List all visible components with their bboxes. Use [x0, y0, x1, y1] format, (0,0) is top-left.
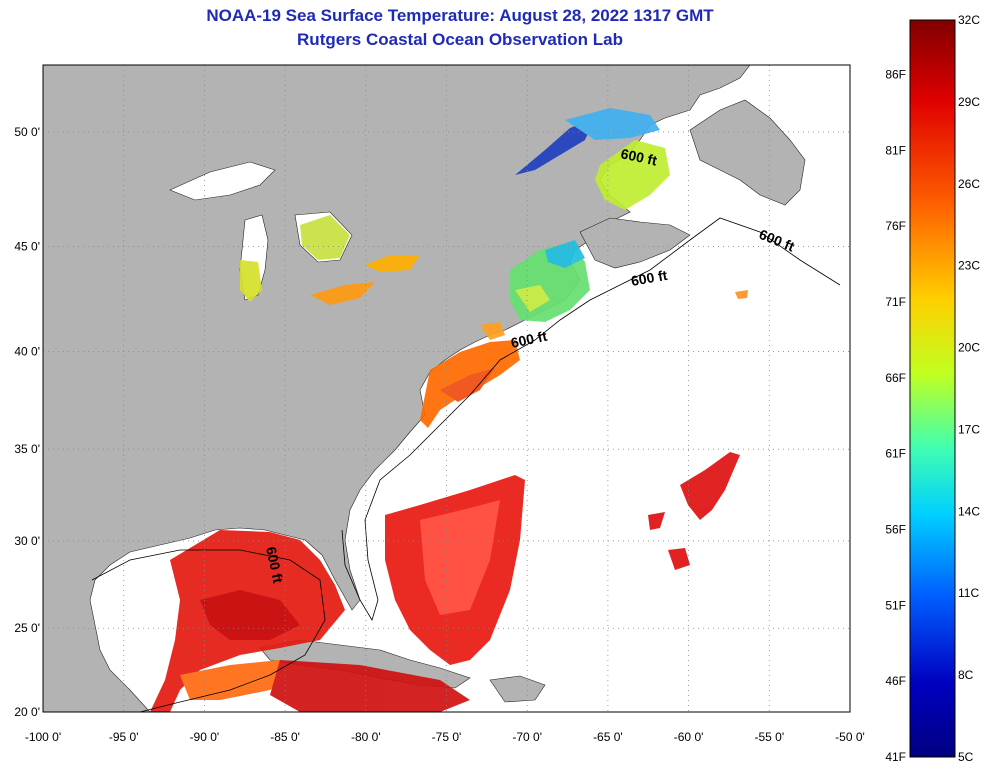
longitude-label: -60 0' — [674, 730, 704, 744]
sst-field-great-lakes — [240, 215, 420, 305]
lake-superior — [169, 161, 276, 201]
latitude-label: 30 0' — [14, 534, 40, 548]
colorbar-fahrenheit-label: 51F — [885, 598, 906, 612]
colorbar-celsius-label: 11C — [958, 586, 979, 600]
sst-field-gulf-of-mexico — [150, 530, 470, 712]
latitude-label: 45 0' — [14, 240, 40, 254]
sst-field-gulf-of-st-lawrence — [515, 108, 670, 210]
colorbar-fahrenheit-label: 66F — [885, 371, 906, 385]
colorbar-celsius-label: 29C — [958, 95, 980, 109]
colorbar-fahrenheit-label: 76F — [885, 219, 906, 233]
colorbar-fahrenheit-label: 56F — [885, 523, 906, 537]
longitude-label: -95 0' — [109, 730, 139, 744]
contour-label: 600 ft — [263, 545, 286, 584]
sst-field-mid-atlantic — [420, 322, 520, 428]
latitude-label: 20 0' — [14, 705, 40, 719]
longitude-label: -75 0' — [432, 730, 462, 744]
colorbar-celsius-labels: 32C 29C 26C 23C 20C 17C 14C 11C 8C 5C — [958, 13, 980, 764]
colorbar-fahrenheit-label: 86F — [885, 68, 906, 82]
longitude-labels: -100 0' -95 0' -90 0' -85 0' -80 0' -75 0' -70… — [25, 730, 865, 744]
longitude-label: -100 0' — [25, 730, 61, 744]
colorbar-celsius-label: 26C — [958, 177, 980, 191]
latitude-label: 40 0' — [14, 345, 40, 359]
colorbar — [909, 19, 956, 758]
colorbar-fahrenheit-label: 81F — [885, 143, 906, 157]
sst-field-gulf-of-maine — [510, 240, 590, 322]
latitude-label: 35 0' — [14, 442, 40, 456]
longitude-label: -50 0' — [835, 730, 865, 744]
colorbar-fahrenheit-label: 71F — [885, 295, 906, 309]
colorbar-fahrenheit-labels: 86F 81F 76F 71F 66F 61F 56F 51F 46F 41F — [885, 68, 906, 764]
longitude-label: -80 0' — [351, 730, 381, 744]
longitude-label: -70 0' — [512, 730, 542, 744]
newfoundland-land — [689, 99, 806, 206]
colorbar-celsius-label: 5C — [958, 750, 974, 764]
map-subtitle: Rutgers Coastal Ocean Observation Lab — [297, 30, 623, 49]
hispaniola-land — [489, 675, 546, 703]
colorbar-fahrenheit-label: 61F — [885, 447, 906, 461]
colorbar-celsius-label: 17C — [958, 422, 980, 436]
map-title: NOAA-19 Sea Surface Temperature: August … — [206, 6, 714, 25]
colorbar-fahrenheit-label: 41F — [885, 750, 906, 764]
contour-label: 600 ft — [630, 267, 669, 289]
colorbar-celsius-label: 14C — [958, 504, 980, 518]
latitude-labels: 50 0' 45 0' 40 0' 35 0' 30 0' 25 0' 20 0' — [14, 125, 40, 719]
colorbar-celsius-label: 20C — [958, 341, 980, 355]
contour-label: 600 ft — [509, 328, 548, 351]
sst-field-offshore-atlantic — [648, 290, 748, 570]
longitude-label: -85 0' — [270, 730, 300, 744]
map-frame — [42, 64, 851, 713]
longitude-label: -90 0' — [190, 730, 220, 744]
colorbar-celsius-label: 8C — [958, 668, 974, 682]
colorbar-fahrenheit-label: 46F — [885, 674, 906, 688]
colorbar-celsius-label: 32C — [958, 13, 980, 27]
sst-field-gulf-stream — [385, 475, 525, 665]
depth-contour-600ft — [91, 217, 841, 712]
longitude-label: -65 0' — [593, 730, 623, 744]
latitude-label: 50 0' — [14, 125, 40, 139]
longitude-label: -55 0' — [754, 730, 784, 744]
contour-label: 600 ft — [619, 145, 658, 168]
colorbar-celsius-label: 23C — [958, 259, 980, 273]
latitude-label: 25 0' — [14, 621, 40, 635]
